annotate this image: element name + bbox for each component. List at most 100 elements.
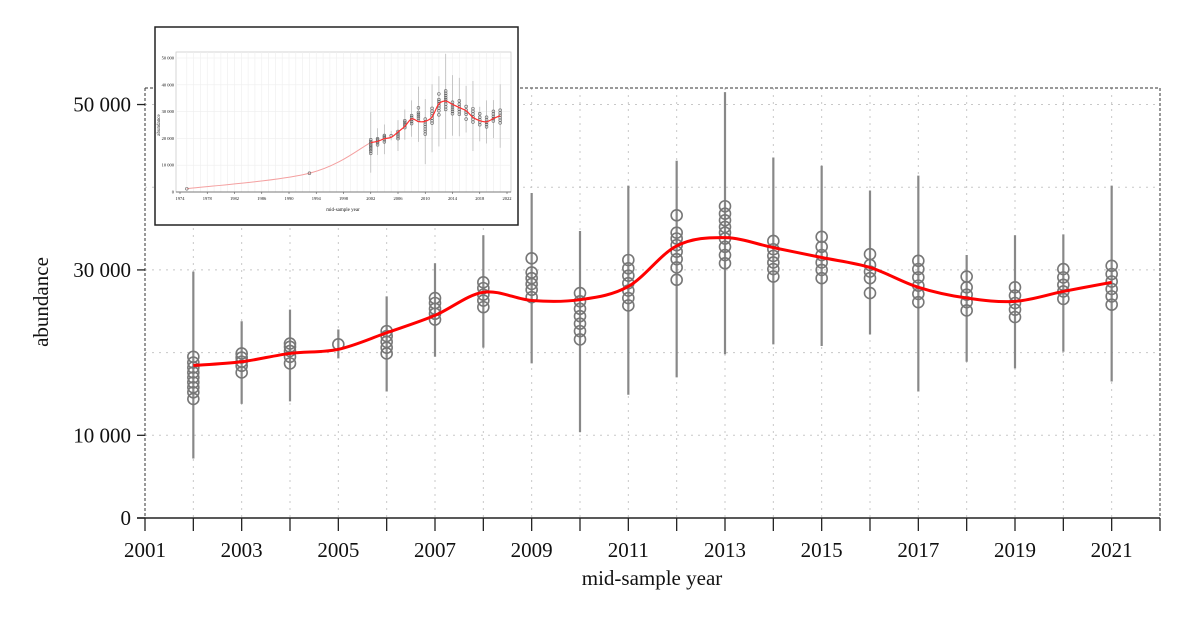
inset-data-point [450,109,455,114]
inset-data-point [491,119,496,123]
inset-data-point [450,112,455,116]
axes: 2001 2003 2005 2007 2009 2011 2013 2015 2017 2019… [73,93,1161,562]
inset-data-point [185,187,189,191]
data-point [1008,280,1022,294]
inset-y-tick-label: 10 000 [162,163,175,168]
data-point [912,271,925,284]
inset-data-point [450,100,455,104]
inset-data-point [443,91,448,96]
data-point [187,371,200,384]
inset-y-tick-label: 0 [172,190,175,195]
data-point [767,256,780,269]
inset-data-point [396,133,400,137]
data-point [863,286,877,300]
inset-data-point [430,119,434,123]
inset-data-point [423,124,427,129]
data-point [670,226,683,240]
data-point [525,266,538,279]
data-point [573,324,587,338]
inset-x-tick-label: 2002 [366,196,375,201]
data-point [187,356,200,369]
inset-chart: 0 10 000 20 000 30 000 40 000 50 000 1974 1978 1… [154,26,519,226]
data-point [912,295,925,309]
data-point [815,240,828,254]
inset-y-tick-label: 40 000 [162,82,175,87]
data-point [863,247,877,261]
inset-data-point [375,136,380,141]
data-point [187,381,200,394]
data-point [767,249,780,263]
data-point [187,386,200,399]
data-point [670,238,683,252]
inset-x-tick-label: 1978 [203,196,213,201]
inset-data-point [423,127,427,131]
data-point [622,291,635,305]
inset-data-point [382,133,387,138]
inset-data-point [369,147,373,152]
inset-data-point [443,95,448,100]
inset-data-point [437,97,441,102]
inset-data-point [498,113,502,118]
inset-data-point [307,171,312,175]
x-tick-label: 2019 [994,538,1036,562]
trend-line [193,236,1112,367]
y-tick-label: 30 000 [73,258,131,282]
inset-data-point [369,138,373,142]
y-tick-label: 0 [121,506,132,530]
inset-data-point [423,122,427,126]
data-point [622,261,635,275]
data-point [477,276,490,289]
inset-data-point [484,125,489,129]
inset-data-point [382,134,387,139]
inset-y-tick-label: 50 000 [162,56,175,61]
inset-data-point [443,89,448,93]
inset-data-point [484,115,489,119]
inset-y-tick-label: 30 000 [162,109,175,114]
data-point [235,347,248,360]
inset-data-point [450,105,455,109]
inset-data-point [409,121,414,126]
data-point [622,269,635,283]
inset-data-point [369,143,373,147]
inset-data-point [375,143,380,147]
data-point [573,302,587,316]
data-point [718,248,732,262]
data-point [573,333,587,346]
data-point [283,337,297,350]
inset-data-point [369,139,373,144]
inset-data-point [443,93,448,98]
data-point [670,232,683,245]
inset-trend-line [370,100,501,144]
inset-x-tick-label: 1974 [176,196,186,201]
inset-data-point [369,141,373,145]
data-point [960,288,973,302]
inset-data-point [416,112,421,116]
data-point [428,291,442,305]
x-tick-label: 2005 [317,538,359,562]
data-point [767,262,780,276]
inset-data-point [409,119,414,124]
inset-data-point [416,116,421,120]
data-point [1008,310,1022,324]
x-tick-label: 2011 [608,538,649,562]
x-tick-label: 2001 [124,538,166,562]
data-point [1105,259,1118,273]
data-point [283,357,297,370]
data-point [718,199,732,213]
data-point [718,257,732,270]
data-point [815,271,828,285]
inset-x-axis-label: mid-sample year [326,208,360,213]
data-point [960,304,973,317]
data-point [1008,303,1022,316]
x-tick-label: 2013 [704,538,746,562]
inset-data-point [369,144,373,149]
data-point [525,271,538,285]
inset-data-point [437,106,441,110]
data-point [1057,271,1070,284]
inset-data-point [430,121,434,125]
data-point [525,252,538,265]
data-point [912,254,925,268]
inset-data-point [430,106,434,111]
data-point [187,350,200,364]
data-point [718,207,732,220]
